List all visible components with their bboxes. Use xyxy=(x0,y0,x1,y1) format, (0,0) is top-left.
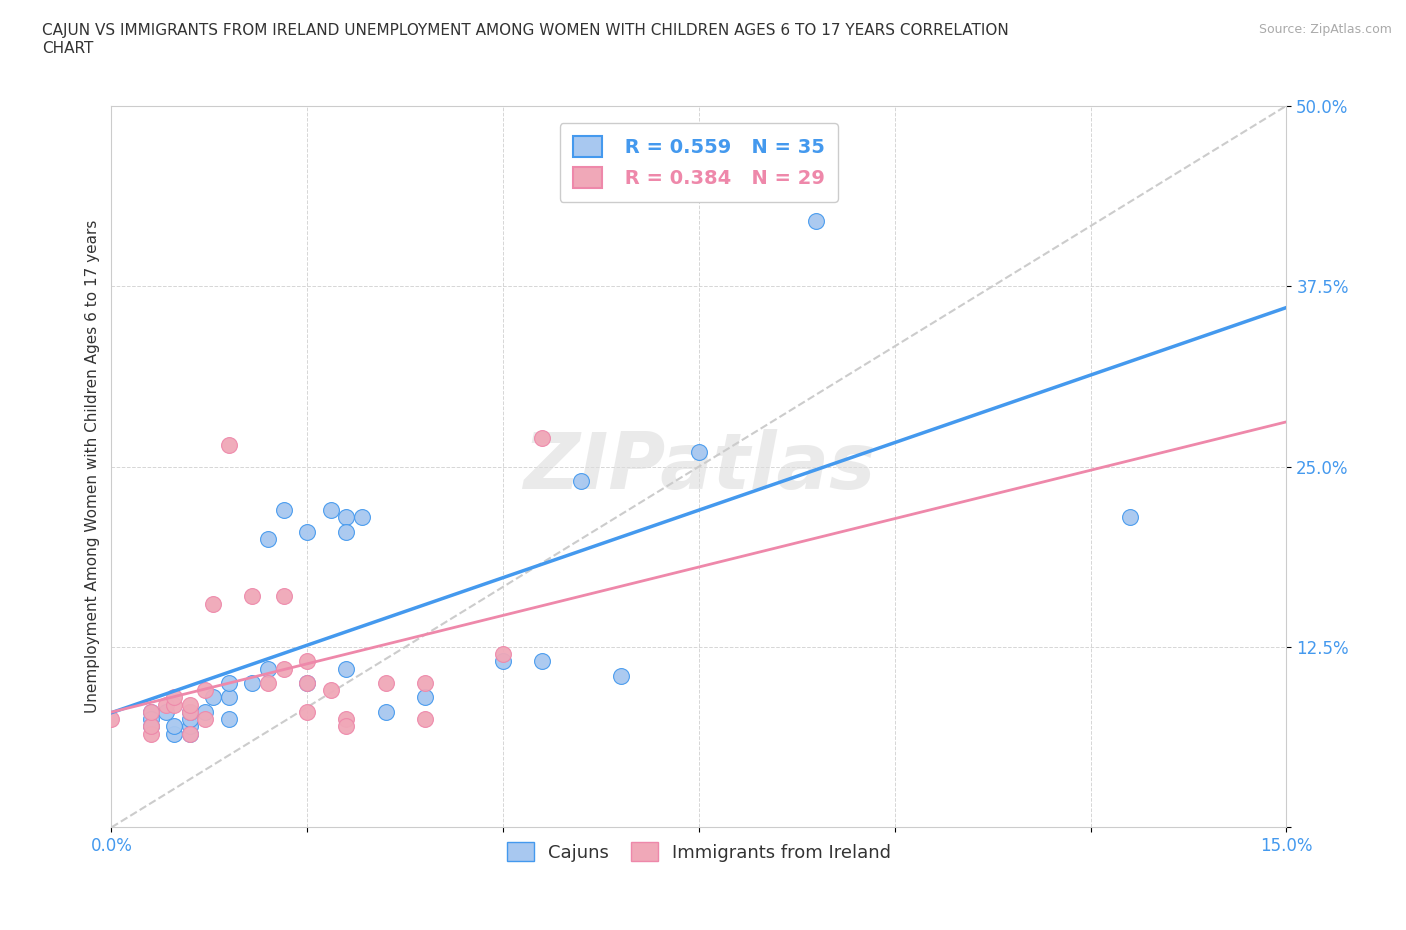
Point xyxy=(218,437,240,452)
Point xyxy=(374,705,396,720)
Point xyxy=(179,705,201,720)
Point xyxy=(179,711,201,726)
Point xyxy=(352,510,374,525)
Point xyxy=(179,719,201,734)
Point xyxy=(273,661,295,676)
Point xyxy=(1119,510,1142,525)
Point xyxy=(139,719,162,734)
Point xyxy=(179,726,201,741)
Point xyxy=(257,661,280,676)
Point xyxy=(273,502,295,517)
Point xyxy=(242,675,264,690)
Point xyxy=(335,719,357,734)
Point xyxy=(194,683,217,698)
Point xyxy=(531,431,554,445)
Point xyxy=(319,502,342,517)
Point xyxy=(688,445,710,459)
Point xyxy=(531,654,554,669)
Point xyxy=(413,711,436,726)
Point xyxy=(218,690,240,705)
Point xyxy=(297,705,319,720)
Point xyxy=(297,675,319,690)
Point xyxy=(374,675,396,690)
Point xyxy=(335,711,357,726)
Point xyxy=(202,596,225,611)
Point xyxy=(139,726,162,741)
Point xyxy=(297,675,319,690)
Y-axis label: Unemployment Among Women with Children Ages 6 to 17 years: Unemployment Among Women with Children A… xyxy=(86,219,100,713)
Point xyxy=(609,669,631,684)
Point xyxy=(194,705,217,720)
Point xyxy=(179,698,201,712)
Point xyxy=(218,711,240,726)
Point xyxy=(257,531,280,546)
Point xyxy=(492,654,515,669)
Point xyxy=(155,698,177,712)
Point xyxy=(139,705,162,720)
Point xyxy=(139,705,162,720)
Text: ZIPatlas: ZIPatlas xyxy=(523,429,875,505)
Text: Source: ZipAtlas.com: Source: ZipAtlas.com xyxy=(1258,23,1392,36)
Point xyxy=(163,690,186,705)
Point xyxy=(163,726,186,741)
Point xyxy=(179,726,201,741)
Point xyxy=(335,661,357,676)
Point xyxy=(413,675,436,690)
Point xyxy=(194,711,217,726)
Point xyxy=(257,675,280,690)
Point xyxy=(163,719,186,734)
Point xyxy=(413,690,436,705)
Point xyxy=(155,705,177,720)
Point xyxy=(179,705,201,720)
Point xyxy=(571,473,593,488)
Point xyxy=(806,214,828,229)
Point xyxy=(139,711,162,726)
Point xyxy=(218,675,240,690)
Point xyxy=(297,654,319,669)
Point xyxy=(163,698,186,712)
Point xyxy=(139,719,162,734)
Point xyxy=(335,510,357,525)
Point xyxy=(319,683,342,698)
Point xyxy=(335,525,357,539)
Point xyxy=(492,646,515,661)
Legend: Cajuns, Immigrants from Ireland: Cajuns, Immigrants from Ireland xyxy=(499,835,898,869)
Point xyxy=(100,711,122,726)
Point xyxy=(242,589,264,604)
Text: CAJUN VS IMMIGRANTS FROM IRELAND UNEMPLOYMENT AMONG WOMEN WITH CHILDREN AGES 6 T: CAJUN VS IMMIGRANTS FROM IRELAND UNEMPLO… xyxy=(42,23,1010,56)
Point xyxy=(273,589,295,604)
Point xyxy=(202,690,225,705)
Point xyxy=(297,525,319,539)
